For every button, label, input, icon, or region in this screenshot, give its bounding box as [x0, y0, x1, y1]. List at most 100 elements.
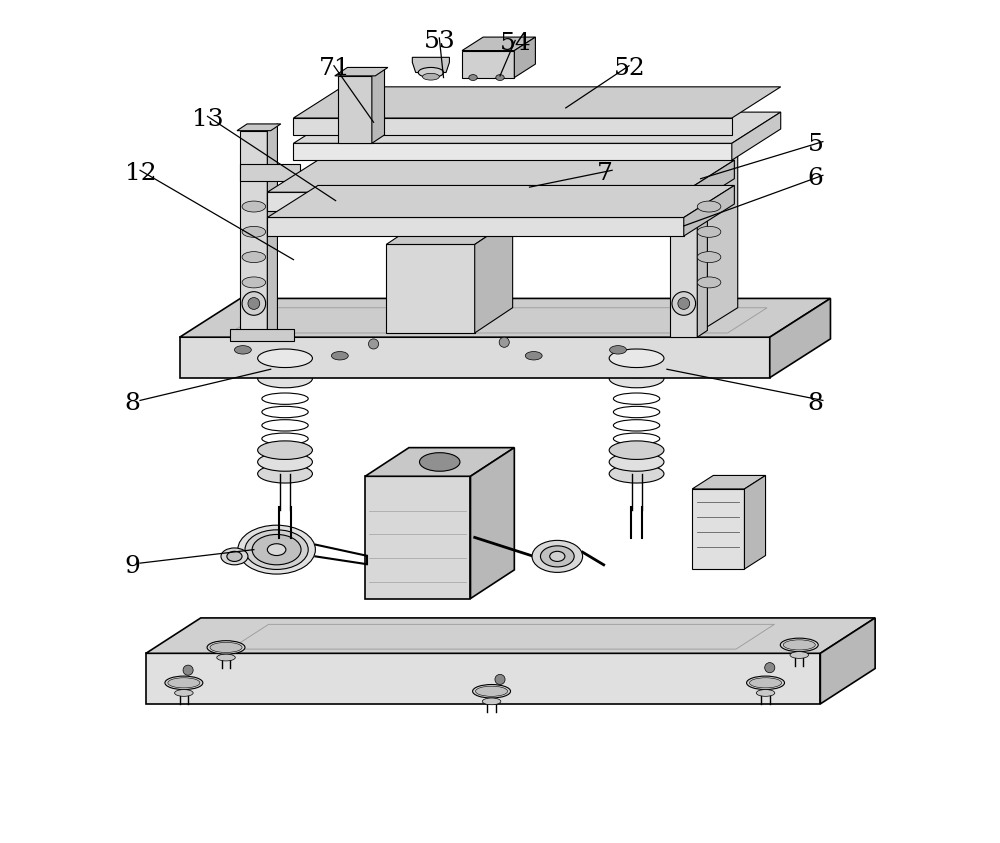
Ellipse shape — [790, 652, 809, 658]
Text: 13: 13 — [192, 108, 224, 131]
Polygon shape — [697, 124, 707, 337]
Ellipse shape — [258, 453, 312, 471]
Polygon shape — [744, 475, 766, 569]
Ellipse shape — [609, 441, 664, 459]
Ellipse shape — [532, 540, 583, 572]
Polygon shape — [240, 131, 267, 337]
Polygon shape — [386, 219, 513, 244]
Polygon shape — [365, 448, 514, 476]
Text: 12: 12 — [125, 162, 156, 185]
Text: 5: 5 — [808, 133, 824, 156]
Ellipse shape — [238, 525, 315, 574]
Ellipse shape — [540, 546, 574, 567]
Ellipse shape — [418, 67, 444, 78]
Polygon shape — [293, 143, 732, 160]
Ellipse shape — [610, 346, 626, 354]
Ellipse shape — [258, 359, 312, 378]
Polygon shape — [514, 37, 535, 78]
Ellipse shape — [267, 544, 286, 556]
Polygon shape — [470, 448, 514, 599]
Text: 52: 52 — [614, 57, 646, 80]
Ellipse shape — [221, 548, 248, 565]
Polygon shape — [237, 124, 281, 131]
Ellipse shape — [419, 453, 460, 471]
Polygon shape — [820, 618, 875, 704]
Ellipse shape — [756, 690, 775, 696]
Ellipse shape — [697, 251, 721, 263]
Polygon shape — [692, 489, 744, 569]
Ellipse shape — [496, 74, 504, 81]
Polygon shape — [732, 112, 781, 160]
Polygon shape — [462, 37, 535, 51]
Circle shape — [495, 674, 505, 685]
Text: 71: 71 — [319, 57, 350, 80]
Ellipse shape — [242, 277, 266, 288]
Ellipse shape — [234, 346, 251, 354]
Ellipse shape — [780, 638, 818, 652]
Circle shape — [672, 292, 696, 315]
Ellipse shape — [258, 369, 312, 388]
Polygon shape — [667, 124, 711, 131]
Polygon shape — [770, 298, 830, 378]
Polygon shape — [462, 51, 514, 78]
Ellipse shape — [217, 654, 235, 661]
Polygon shape — [697, 105, 738, 333]
Polygon shape — [293, 112, 781, 143]
Ellipse shape — [227, 551, 242, 561]
Polygon shape — [267, 124, 277, 337]
Ellipse shape — [697, 277, 721, 288]
Ellipse shape — [258, 349, 312, 368]
Text: 9: 9 — [125, 555, 141, 577]
Ellipse shape — [210, 642, 242, 652]
Circle shape — [183, 665, 193, 675]
Polygon shape — [146, 618, 875, 653]
Polygon shape — [372, 67, 385, 143]
Polygon shape — [293, 87, 781, 118]
Ellipse shape — [609, 359, 664, 378]
Polygon shape — [684, 185, 734, 236]
Polygon shape — [267, 185, 734, 217]
Ellipse shape — [422, 73, 439, 80]
Ellipse shape — [476, 686, 508, 696]
Ellipse shape — [697, 201, 721, 212]
Ellipse shape — [258, 464, 312, 483]
Ellipse shape — [525, 352, 542, 360]
Ellipse shape — [482, 698, 501, 705]
Ellipse shape — [165, 676, 203, 690]
Text: 8: 8 — [125, 392, 141, 415]
Polygon shape — [180, 337, 770, 378]
Polygon shape — [230, 329, 294, 341]
Ellipse shape — [245, 530, 308, 570]
Ellipse shape — [175, 690, 193, 696]
Ellipse shape — [609, 453, 664, 471]
Polygon shape — [386, 244, 475, 333]
Polygon shape — [684, 160, 734, 211]
Circle shape — [765, 663, 775, 673]
Ellipse shape — [242, 226, 266, 238]
Ellipse shape — [747, 676, 785, 690]
Circle shape — [499, 337, 509, 347]
Ellipse shape — [750, 678, 782, 688]
Text: 54: 54 — [500, 32, 532, 55]
Ellipse shape — [469, 74, 477, 81]
Text: 6: 6 — [808, 167, 824, 190]
Ellipse shape — [609, 464, 664, 483]
Polygon shape — [412, 57, 449, 72]
Polygon shape — [267, 217, 684, 236]
Polygon shape — [240, 164, 300, 181]
Ellipse shape — [783, 640, 815, 650]
Text: 8: 8 — [808, 392, 824, 415]
Ellipse shape — [609, 369, 664, 388]
Ellipse shape — [258, 441, 312, 459]
Polygon shape — [692, 475, 766, 489]
Polygon shape — [365, 476, 470, 599]
Ellipse shape — [207, 641, 245, 654]
Text: 53: 53 — [424, 30, 456, 52]
Circle shape — [678, 298, 690, 309]
Polygon shape — [267, 192, 684, 211]
Ellipse shape — [168, 678, 200, 688]
Polygon shape — [670, 131, 697, 337]
Circle shape — [248, 298, 260, 309]
Polygon shape — [338, 76, 372, 143]
Ellipse shape — [242, 251, 266, 263]
